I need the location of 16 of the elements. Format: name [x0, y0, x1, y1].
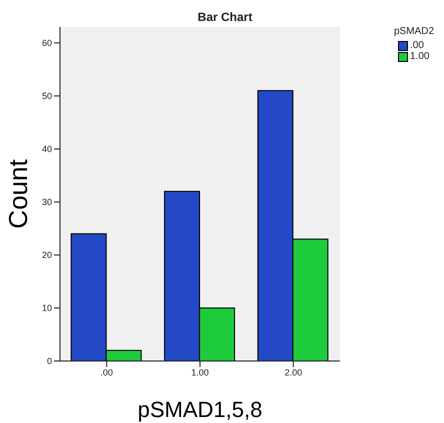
x-tick-label: .00 [100, 367, 113, 378]
x-tick-label: 2.00 [284, 367, 302, 378]
y-tick-label: 30 [42, 197, 52, 208]
x-axis-title: pSMAD1,5,8 [138, 397, 262, 422]
legend-label: 1.00 [410, 51, 430, 62]
y-tick-label: 50 [42, 91, 52, 102]
x-tick-label: 1.00 [191, 367, 209, 378]
y-tick-label: 10 [42, 303, 52, 314]
y-tick-label: 60 [42, 38, 52, 48]
y-tick-label: 0 [46, 356, 52, 366]
y-tick-label: 40 [42, 144, 52, 154]
legend-title: pSMAD2 [394, 26, 436, 37]
chart-title: Bar Chart [196, 10, 254, 24]
legend-label: .00 [410, 40, 424, 51]
y-tick-label: 20 [42, 250, 52, 260]
y-axis-title: Count [3, 158, 34, 229]
